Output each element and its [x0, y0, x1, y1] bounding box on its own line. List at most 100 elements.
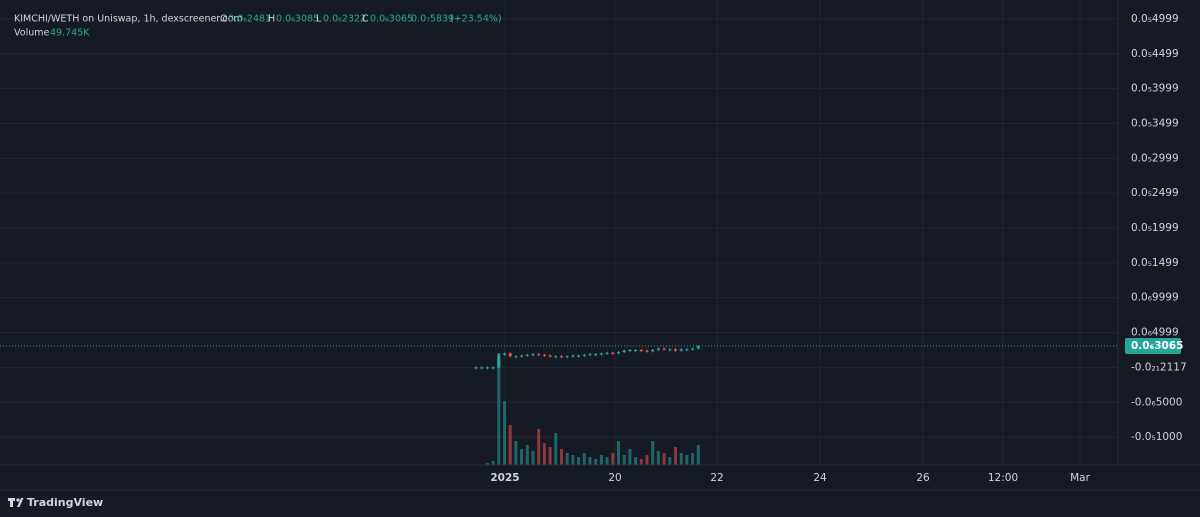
candle-body — [480, 367, 484, 369]
price-label: 0.0₆3065 — [1131, 340, 1183, 352]
volume-bar — [531, 451, 535, 465]
volume-bar — [525, 445, 529, 465]
volume-bar — [611, 453, 615, 465]
candle-body — [639, 349, 643, 351]
volume-bar — [503, 401, 506, 465]
candle-body — [508, 353, 512, 357]
candle-body — [599, 353, 603, 355]
y-tick-label: 0.0₅2499 — [1131, 187, 1179, 199]
volume-bar — [645, 455, 649, 465]
candle-body — [571, 355, 575, 357]
volume-bar — [674, 447, 677, 465]
candle-body — [588, 354, 592, 356]
candle-body — [520, 355, 524, 357]
candle-body — [554, 356, 558, 358]
candle-body — [622, 350, 626, 353]
volume-bar — [537, 429, 541, 465]
header-open-label: O — [220, 14, 227, 25]
y-tick-label: 0.0₅2999 — [1131, 152, 1179, 164]
candle-body — [485, 367, 489, 369]
candle-body — [474, 367, 478, 369]
volume-bar — [617, 441, 620, 465]
header-change-pct: (+23.54%) — [450, 14, 502, 25]
volume-value: 49.745K — [50, 28, 90, 39]
x-tick-label: Mar — [1070, 472, 1090, 484]
candle-body — [634, 349, 638, 351]
y-tick-label: 0.0₅4499 — [1131, 48, 1179, 60]
x-tick-label: 24 — [813, 472, 827, 484]
y-tick-label: 0.0₆9999 — [1131, 292, 1179, 304]
header-close: 0.0₆3065 — [370, 14, 413, 25]
volume-bar — [662, 453, 666, 465]
x-tick-label: 2025 — [490, 472, 519, 484]
y-tick-label: 0.0₅3999 — [1131, 83, 1179, 95]
volume-bar — [520, 449, 524, 465]
y-tick-label: 0.0₅4999 — [1131, 13, 1179, 25]
volume-bar — [634, 457, 638, 465]
candle-body — [560, 356, 563, 358]
candle-body — [605, 352, 609, 354]
candle-body — [594, 354, 598, 356]
y-tick-label: -0.0₅1000 — [1131, 431, 1182, 443]
volume-bar — [639, 459, 643, 465]
volume-bar — [577, 457, 581, 465]
candle-body — [645, 350, 649, 352]
candle-body — [497, 354, 501, 368]
volume-label: Volume — [14, 28, 49, 39]
y-tick-label: -0.0₆5000 — [1131, 396, 1182, 408]
candle-body — [617, 352, 620, 354]
volume-bar — [588, 457, 592, 465]
candle-body — [628, 349, 632, 351]
volume-bar — [594, 459, 598, 465]
candle-body — [503, 353, 506, 355]
volume-bar — [679, 453, 683, 465]
header-low: 0.0₆2322 — [323, 14, 366, 25]
header-open: 0.0₆2481 — [228, 14, 271, 25]
volume-bar — [582, 453, 586, 465]
candle-body — [611, 352, 615, 354]
x-tick-label: 20 — [608, 472, 621, 484]
volume-bar — [685, 455, 689, 465]
volume-bar — [599, 455, 603, 465]
volume-bar — [497, 353, 501, 465]
volume-bar — [651, 441, 655, 465]
volume-bar — [696, 445, 700, 465]
y-tick-label: 0.0₆4999 — [1131, 327, 1179, 339]
volume-bar — [565, 453, 569, 465]
price-label-bg — [1125, 338, 1181, 355]
candle-body — [662, 348, 666, 350]
volume-bar — [560, 449, 563, 465]
volume-bar — [548, 447, 552, 465]
header-high: 0.0₆3085 — [276, 14, 319, 25]
candle-body — [542, 354, 546, 356]
header-close-label: C — [362, 14, 369, 25]
candle-body — [674, 349, 677, 351]
candle-body — [668, 349, 672, 351]
brand-logo — [8, 498, 24, 507]
candle-body — [691, 348, 695, 350]
candle-body — [491, 367, 495, 369]
header-symbol: KIMCHI/WETH on Uniswap, 1h, dexscreener.… — [14, 14, 243, 25]
volume-bar — [571, 455, 575, 465]
volume-bar — [628, 449, 632, 465]
x-tick-label: 26 — [916, 472, 930, 484]
candle-body — [679, 349, 683, 351]
candle-body — [685, 349, 689, 351]
header-high-label: H — [268, 14, 275, 25]
y-tick-label: 0.0₅3499 — [1131, 117, 1179, 129]
volume-bar — [514, 441, 518, 465]
candle-body — [656, 348, 660, 350]
header-change: 0.0₇5839 — [411, 14, 454, 25]
brand-name: TradingView — [27, 496, 103, 509]
x-tick-label: 12:00 — [988, 472, 1018, 484]
volume-bar — [491, 461, 495, 465]
candle-body — [548, 355, 552, 357]
volume-bar — [508, 425, 512, 465]
volume-bar — [554, 433, 558, 465]
volume-bar — [668, 457, 672, 465]
candle-body — [696, 346, 700, 349]
candle-body — [582, 354, 586, 356]
candle-body — [651, 349, 655, 352]
